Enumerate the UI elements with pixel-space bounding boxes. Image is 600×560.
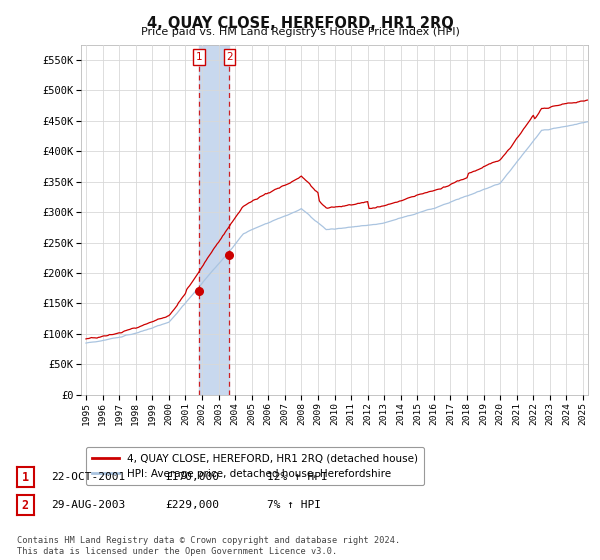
Text: Price paid vs. HM Land Registry's House Price Index (HPI): Price paid vs. HM Land Registry's House … [140,27,460,37]
Text: £229,000: £229,000 [165,500,219,510]
Text: 12% ↑ HPI: 12% ↑ HPI [267,472,328,482]
Legend: 4, QUAY CLOSE, HEREFORD, HR1 2RQ (detached house), HPI: Average price, detached : 4, QUAY CLOSE, HEREFORD, HR1 2RQ (detach… [86,447,424,485]
Bar [199,45,229,395]
Text: 2: 2 [226,52,233,62]
Text: 22-OCT-2001: 22-OCT-2001 [51,472,125,482]
Text: Contains HM Land Registry data © Crown copyright and database right 2024.
This d: Contains HM Land Registry data © Crown c… [17,536,400,556]
Text: 1: 1 [196,52,202,62]
Text: £170,000: £170,000 [165,472,219,482]
Text: 2: 2 [22,498,29,512]
Text: 29-AUG-2003: 29-AUG-2003 [51,500,125,510]
Text: 4, QUAY CLOSE, HEREFORD, HR1 2RQ: 4, QUAY CLOSE, HEREFORD, HR1 2RQ [146,16,454,31]
Text: 7% ↑ HPI: 7% ↑ HPI [267,500,321,510]
Text: 1: 1 [22,470,29,484]
